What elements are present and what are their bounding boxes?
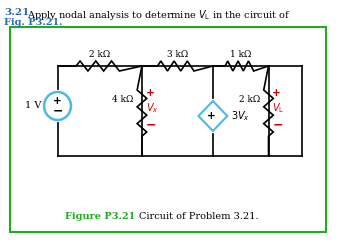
- Text: −: −: [52, 104, 63, 118]
- Text: Circuit of Problem 3.21.: Circuit of Problem 3.21.: [139, 212, 259, 221]
- Text: +: +: [206, 111, 215, 121]
- Text: $3V_x$: $3V_x$: [231, 109, 250, 123]
- Text: 3.21: 3.21: [4, 8, 29, 17]
- Text: 2 kΩ: 2 kΩ: [89, 50, 110, 59]
- Text: Fig. P3.21.: Fig. P3.21.: [4, 18, 62, 27]
- Text: +: +: [53, 96, 62, 106]
- Text: Apply nodal analysis to determine $V_\mathrm{L}$ in the circuit of: Apply nodal analysis to determine $V_\ma…: [27, 8, 291, 22]
- Text: 1 kΩ: 1 kΩ: [230, 50, 251, 59]
- Text: $V_x$: $V_x$: [146, 101, 159, 115]
- Text: 4 kΩ: 4 kΩ: [112, 94, 133, 103]
- Text: 2 kΩ: 2 kΩ: [239, 94, 260, 103]
- Text: Figure P3.21: Figure P3.21: [65, 212, 135, 221]
- Text: 3 kΩ: 3 kΩ: [167, 50, 188, 59]
- Bar: [9, 27, 326, 232]
- Text: 1 V: 1 V: [25, 102, 41, 111]
- Text: +: +: [272, 88, 281, 98]
- Text: $V_\mathrm{L}$: $V_\mathrm{L}$: [272, 101, 285, 115]
- Text: +: +: [146, 88, 154, 98]
- Text: −: −: [146, 119, 156, 132]
- Text: −: −: [272, 119, 283, 132]
